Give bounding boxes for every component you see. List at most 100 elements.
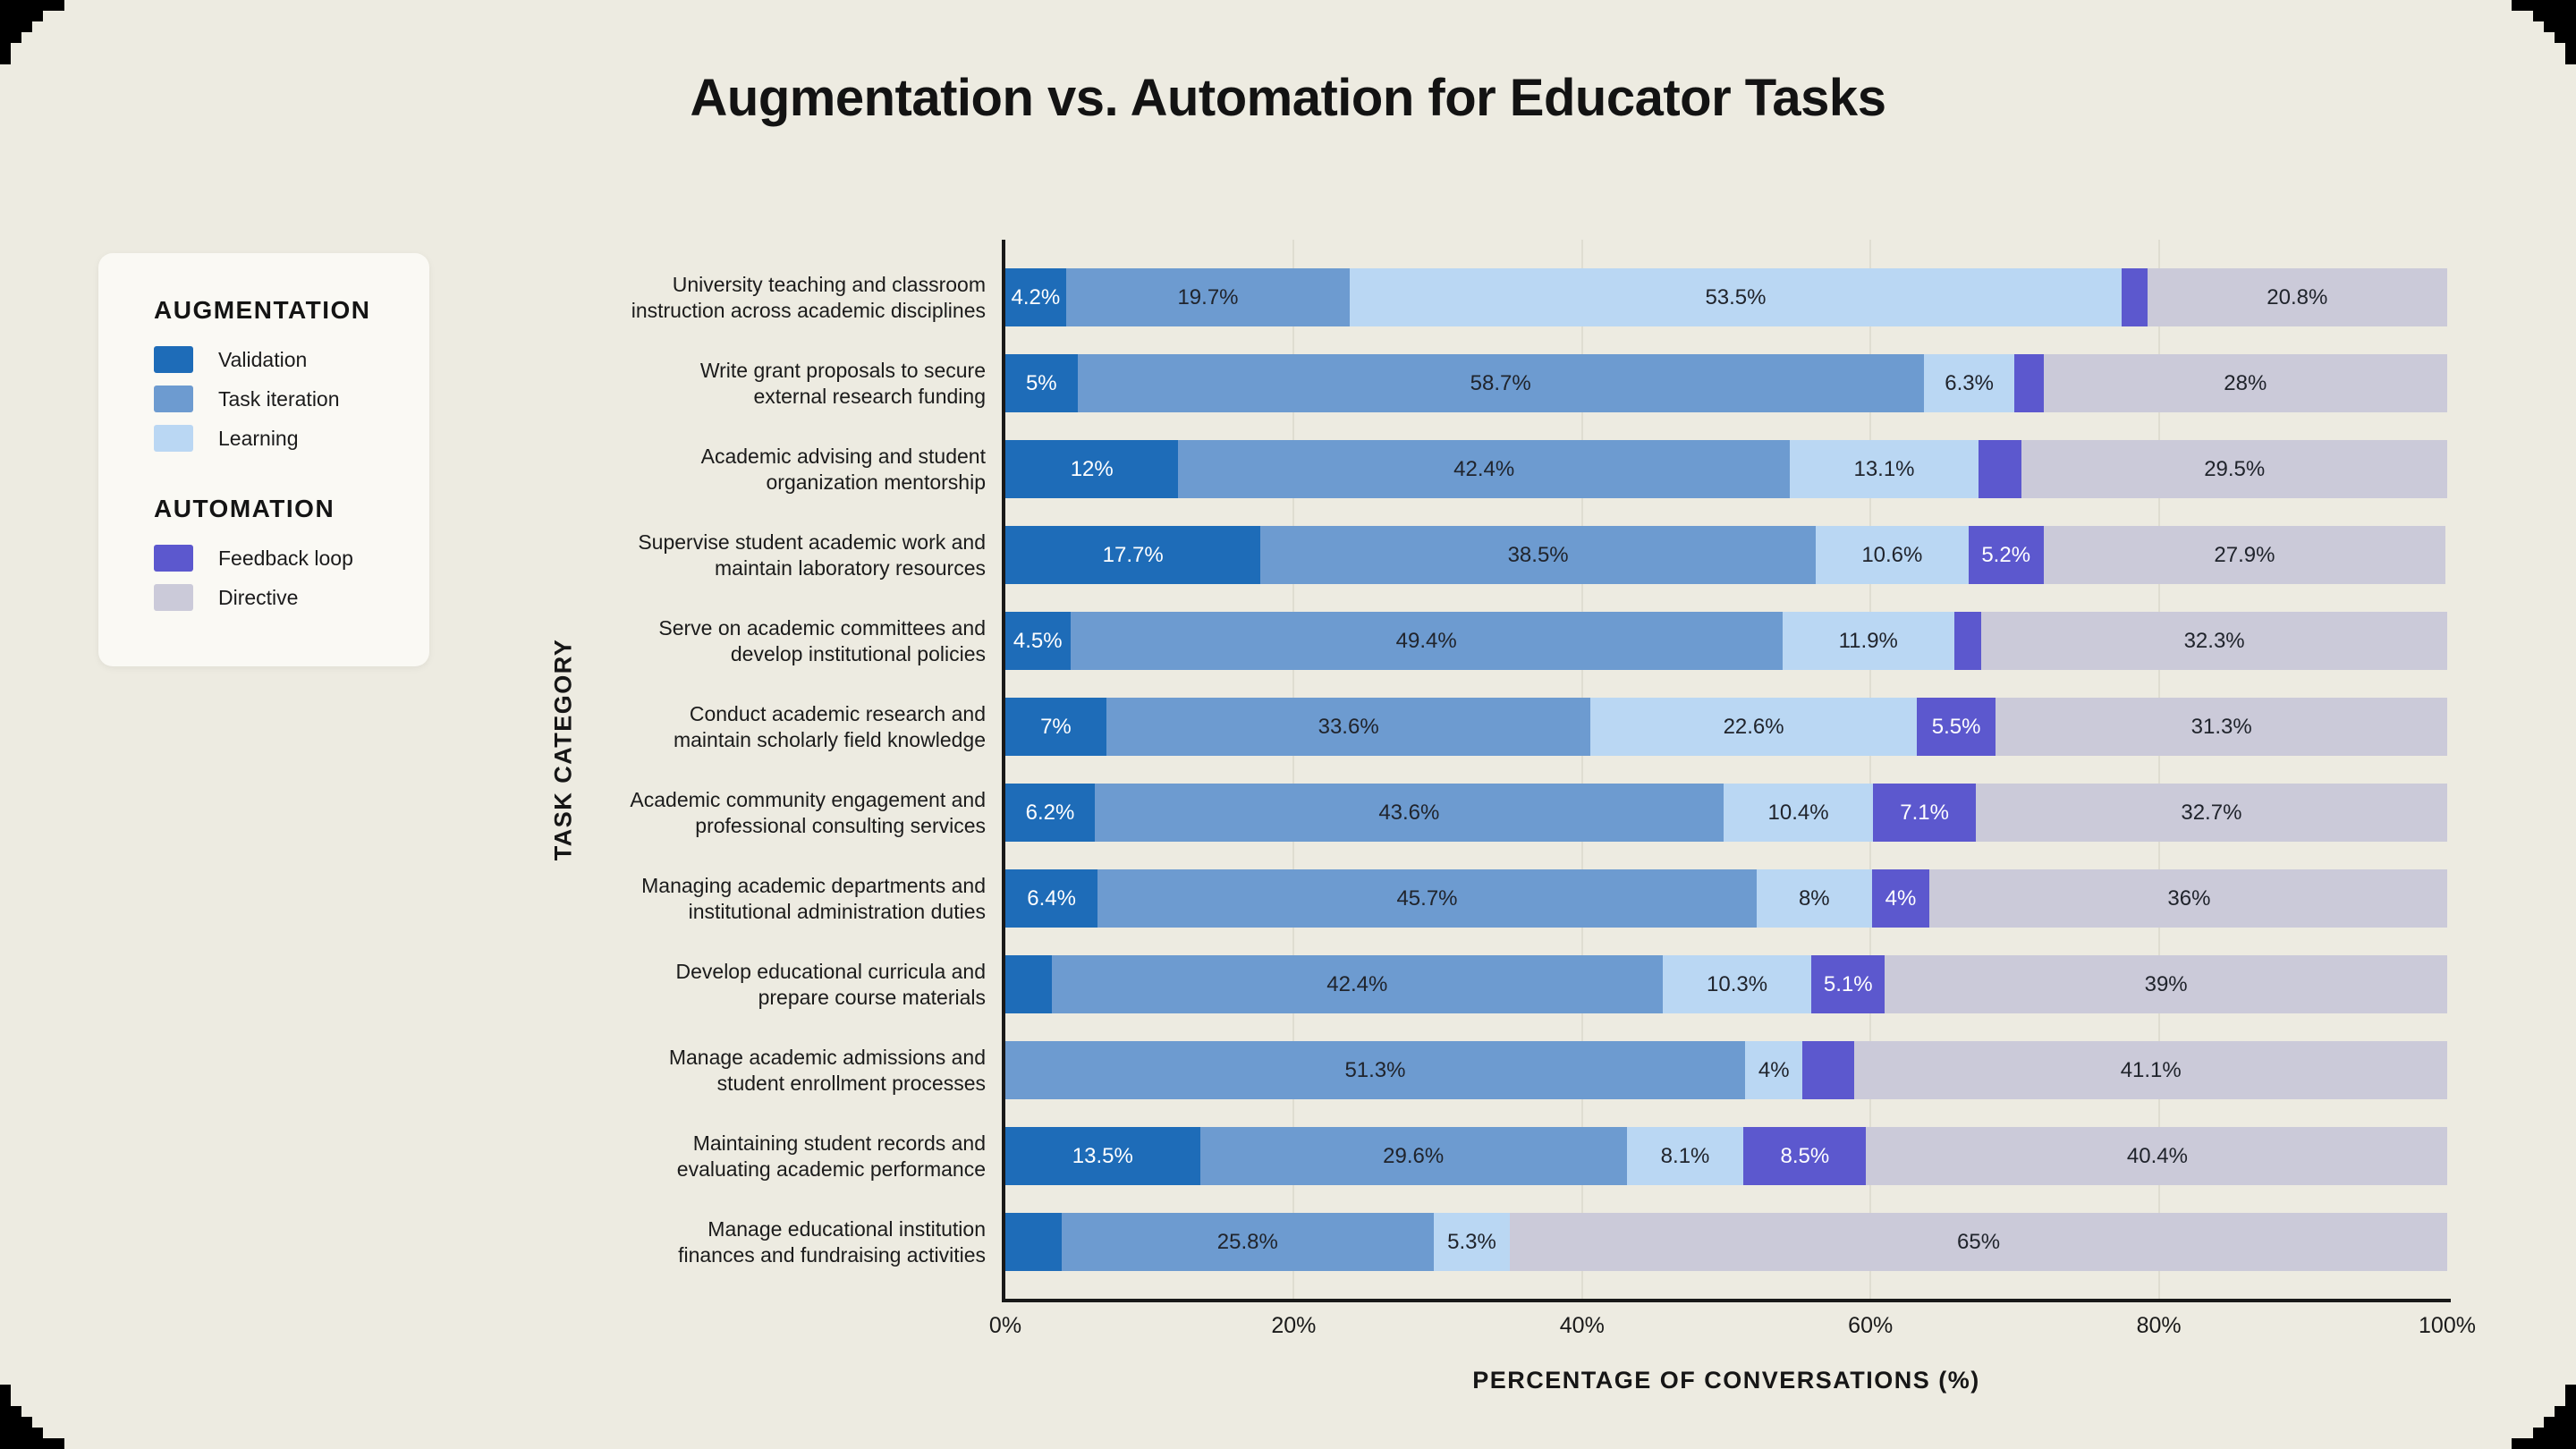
legend-item-label: Learning xyxy=(218,426,299,450)
bar-value-label: 13.5% xyxy=(1072,1143,1133,1168)
bar-track: 51.3% 4% 41.1% xyxy=(1005,1041,2447,1099)
bar-segment-validation: 7% xyxy=(1005,698,1106,756)
x-tick-label-100: 100% xyxy=(2419,1313,2476,1338)
chart-row: Serve on academic committees and develop… xyxy=(556,612,2447,670)
bar-value-label: 20.8% xyxy=(2267,284,2328,309)
bar-track: 5% 58.7% 6.3% 28% xyxy=(1005,354,2447,412)
bar-segment-feedback-loop xyxy=(2014,354,2044,412)
bar-value-label: 12% xyxy=(1070,456,1114,481)
bar-track: 17.7% 38.5% 10.6% 5.2% 27.9% xyxy=(1005,526,2447,584)
legend-heading-augmentation: AUGMENTATION xyxy=(154,296,371,324)
bar-value-label: 32.3% xyxy=(2183,628,2245,653)
bar-value-label: 7.1% xyxy=(1900,800,1949,825)
chart-row: Manage educational institution finances … xyxy=(556,1213,2447,1271)
bar-segment-feedback-loop: 5.2% xyxy=(1968,526,2044,584)
bar-segment-directive: 36% xyxy=(1929,869,2447,928)
bar-segment-feedback-loop xyxy=(1802,1041,1855,1099)
bar-value-label: 5% xyxy=(1025,370,1057,395)
x-tick-label-20: 20% xyxy=(1271,1313,1317,1338)
bar-track: 4.2% 19.7% 53.5% 20.8% xyxy=(1005,268,2447,326)
x-tick-label-0: 0% xyxy=(988,1313,1022,1338)
legend-swatch-learning-icon xyxy=(154,425,193,452)
chart-row: Write grant proposals to secure external… xyxy=(556,354,2447,412)
row-label: Develop educational curricula and prepar… xyxy=(675,959,987,1009)
bar-value-label: 5.5% xyxy=(1931,714,1981,739)
bar-value-label: 42.4% xyxy=(1453,456,1515,481)
legend-group-automation: AUTOMATION Feedback loop Directive xyxy=(154,495,411,611)
bar-value-label: 28% xyxy=(2224,370,2267,395)
bar-segment-task-iteration: 43.6% xyxy=(1094,784,1724,842)
bar-segment-learning: 5.3% xyxy=(1433,1213,1511,1271)
bar-value-label: 45.7% xyxy=(1396,886,1458,911)
bar-value-label: 38.5% xyxy=(1507,542,1569,567)
x-axis-line xyxy=(1002,1299,2451,1302)
chart-row: Academic community engagement and profes… xyxy=(556,784,2447,842)
bar-segment-learning: 8.1% xyxy=(1626,1127,1744,1185)
bar-value-label: 10.3% xyxy=(1707,971,1768,996)
bar-segment-learning: 6.3% xyxy=(1923,354,2015,412)
bar-track: 4.5% 49.4% 11.9% 32.3% xyxy=(1005,612,2447,670)
bar-segment-feedback-loop: 5.5% xyxy=(1916,698,1996,756)
bar-value-label: 8.5% xyxy=(1780,1143,1830,1168)
bar-segment-feedback-loop xyxy=(1979,440,2022,498)
bar-segment-validation: 5% xyxy=(1005,354,1078,412)
bar-value-label: 8% xyxy=(1798,886,1830,911)
bar-segment-task-iteration: 49.4% xyxy=(1070,612,1783,670)
bar-segment-learning: 10.4% xyxy=(1723,784,1874,842)
bar-segment-learning: 8% xyxy=(1756,869,1872,928)
row-label: Write grant proposals to secure external… xyxy=(699,358,986,408)
bar-value-label: 25.8% xyxy=(1216,1229,1278,1254)
bar-segment-validation: 17.7% xyxy=(1005,526,1261,584)
bar-value-label: 11.9% xyxy=(1838,628,1898,653)
legend-item-validation: Validation xyxy=(154,346,411,373)
bar-segment-validation xyxy=(1005,1213,1062,1271)
bar-segment-task-iteration: 58.7% xyxy=(1077,354,1924,412)
bar-segment-feedback-loop: 4% xyxy=(1871,869,1930,928)
bar-track: 6.2% 43.6% 10.4% 7.1% 32.7% xyxy=(1005,784,2447,842)
plot-area xyxy=(1005,240,2447,1299)
bar-track: 7% 33.6% 22.6% 5.5% 31.3% xyxy=(1005,698,2447,756)
bar-value-label: 27.9% xyxy=(2214,542,2275,567)
bar-value-label: 8.1% xyxy=(1660,1143,1710,1168)
chart-row: Develop educational curricula and prepar… xyxy=(556,955,2447,1013)
bar-segment-learning: 53.5% xyxy=(1350,268,2122,326)
bar-value-label: 4% xyxy=(1885,886,1917,911)
bar-segment-feedback-loop: 5.1% xyxy=(1811,955,1885,1013)
bar-segment-task-iteration: 51.3% xyxy=(1005,1041,1745,1099)
bar-value-label: 32.7% xyxy=(2181,800,2242,825)
legend-item-label: Validation xyxy=(218,347,308,371)
chart-row: Managing academic departments and instit… xyxy=(556,869,2447,928)
bar-segment-learning: 10.6% xyxy=(1815,526,1969,584)
gridline-40 xyxy=(1580,240,1583,1299)
row-label: University teaching and classroom instru… xyxy=(631,272,986,322)
x-tick-label-40: 40% xyxy=(1559,1313,1605,1338)
bar-track: 13.5% 29.6% 8.1% 8.5% 40.4% xyxy=(1005,1127,2447,1185)
row-label: Manage academic admissions and student e… xyxy=(668,1045,986,1095)
bar-segment-directive: 28% xyxy=(2043,354,2447,412)
bar-value-label: 65% xyxy=(1957,1229,2001,1254)
bar-value-label: 49.4% xyxy=(1395,628,1457,653)
bar-segment-validation: 13.5% xyxy=(1005,1127,1200,1185)
bar-segment-validation: 12% xyxy=(1005,440,1179,498)
bar-segment-learning: 4% xyxy=(1744,1041,1803,1099)
legend-item-label: Task iteration xyxy=(218,386,340,411)
row-label: Manage educational institution finances … xyxy=(678,1216,986,1267)
gridline-60 xyxy=(1869,240,1872,1299)
bar-value-label: 7% xyxy=(1040,714,1072,739)
bar-value-label: 4.2% xyxy=(1011,284,1061,309)
bar-track: 6.4% 45.7% 8% 4% 36% xyxy=(1005,869,2447,928)
bar-segment-validation: 4.2% xyxy=(1005,268,1066,326)
chart-row: University teaching and classroom instru… xyxy=(556,268,2447,326)
gridline-80 xyxy=(2157,240,2160,1299)
bar-value-label: 43.6% xyxy=(1378,800,1440,825)
legend-swatch-task-iteration-icon xyxy=(154,386,193,412)
bar-value-label: 13.1% xyxy=(1853,456,1915,481)
bar-value-label: 39% xyxy=(2144,971,2188,996)
bar-segment-directive: 32.7% xyxy=(1975,784,2447,842)
row-label: Conduct academic research and maintain s… xyxy=(673,701,986,751)
bar-value-label: 36% xyxy=(2167,886,2211,911)
legend-swatch-directive-icon xyxy=(154,584,193,611)
bar-value-label: 5.3% xyxy=(1447,1229,1496,1254)
legend-item-task-iteration: Task iteration xyxy=(154,386,411,412)
bar-segment-learning: 13.1% xyxy=(1789,440,1979,498)
